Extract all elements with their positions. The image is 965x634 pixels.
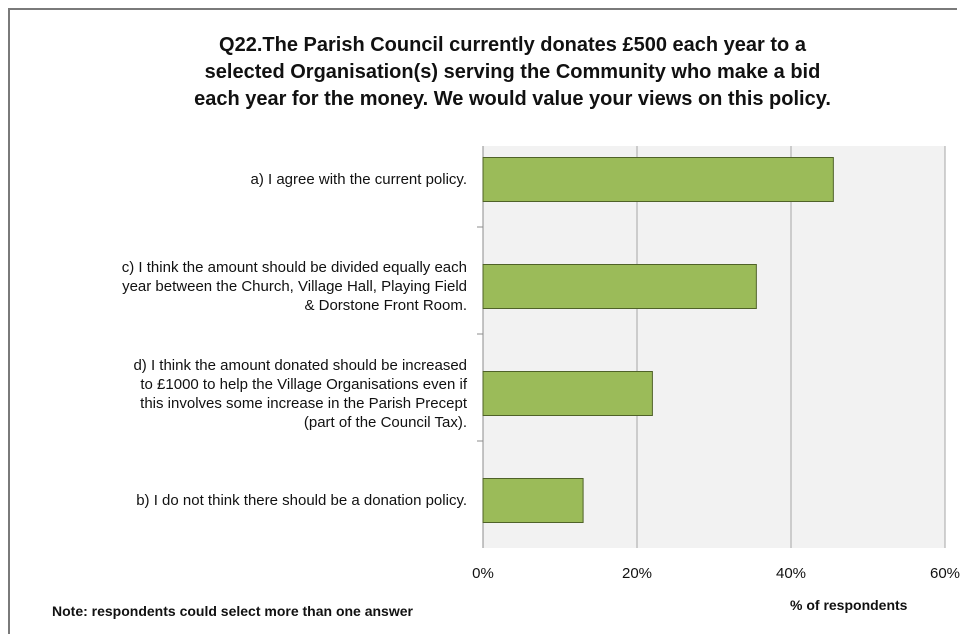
- x-tick-label: 20%: [622, 565, 652, 582]
- category-label-line: b) I do not think there should be a dona…: [136, 492, 467, 509]
- bar: [482, 264, 757, 309]
- bar: [482, 157, 834, 202]
- chart-title-line: each year for the money. We would value …: [194, 88, 831, 110]
- category-label-line: this involves some increase in the Paris…: [140, 394, 467, 412]
- bar: [482, 371, 653, 416]
- chart-title-line: selected Organisation(s) serving the Com…: [204, 61, 821, 83]
- x-axis-label: % of respondents: [790, 597, 908, 613]
- x-tick-label: 40%: [776, 565, 806, 582]
- category-label: c) I think the amount should be divided …: [122, 258, 467, 315]
- chart-title: Q22.The Parish Council currently donates…: [60, 32, 965, 113]
- bar: [482, 478, 584, 523]
- x-tick-label: 0%: [472, 565, 494, 582]
- category-label-line: a) I agree with the current policy.: [250, 171, 468, 188]
- category-label-line: c) I think the amount should be divided …: [121, 259, 467, 276]
- category-label: a) I agree with the current policy.: [251, 170, 468, 189]
- category-label-line: to £1000 to help the Village Organisatio…: [140, 375, 467, 393]
- category-label-line: d) I think the amount donated should be …: [133, 356, 467, 374]
- category-label: d) I think the amount donated should be …: [133, 356, 467, 432]
- chart-title-line: Q22.The Parish Council currently donates…: [219, 34, 806, 56]
- footnote: Note: respondents could select more than…: [52, 603, 413, 619]
- x-tick-label: 60%: [930, 565, 960, 582]
- chart-frame: [8, 8, 957, 634]
- category-label: b) I do not think there should be a dona…: [136, 491, 467, 510]
- category-label-line: year between the Church, Village Hall, P…: [122, 278, 467, 295]
- category-label-line: & Dorstone Front Room.: [304, 297, 467, 314]
- category-label-line: (part of the Council Tax).: [303, 413, 467, 431]
